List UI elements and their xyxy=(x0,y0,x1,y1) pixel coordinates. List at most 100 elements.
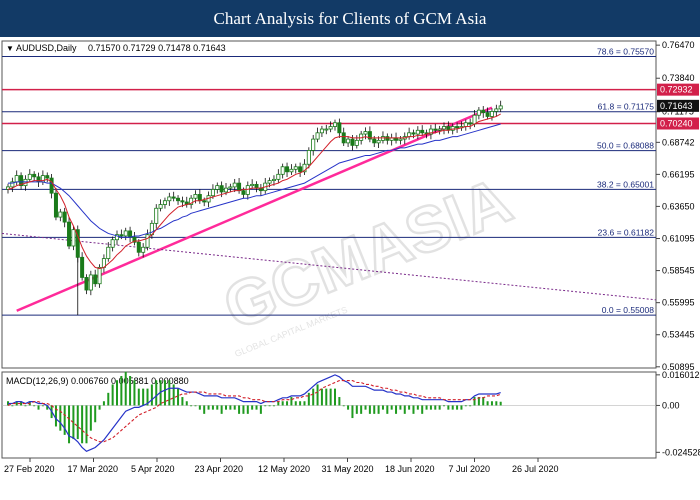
macd-histogram-bar xyxy=(408,405,411,410)
macd-histogram-bar xyxy=(129,376,132,406)
candle xyxy=(167,192,172,206)
macd-histogram-bar xyxy=(373,405,376,414)
macd-panel-frame xyxy=(1,371,657,459)
y-tick-label: 0.66195 xyxy=(662,169,695,179)
macd-signal-line xyxy=(7,380,501,443)
candle-body xyxy=(237,182,242,192)
candle-body xyxy=(189,197,194,205)
macd-histogram-bar xyxy=(272,405,275,407)
candle-body xyxy=(280,166,285,175)
candle xyxy=(489,108,494,121)
macd-histogram-bar xyxy=(486,401,489,406)
y-tick-label: 0.58545 xyxy=(662,266,695,276)
macd-histogram-bar xyxy=(303,401,306,406)
macd-histogram-bar xyxy=(238,405,241,414)
macd-histogram-bar xyxy=(334,388,336,406)
macd-histogram-bar xyxy=(233,405,236,410)
macd-histogram-bar xyxy=(294,401,297,406)
macd-histogram-bar xyxy=(20,401,23,406)
macd-histogram-bar xyxy=(133,380,136,406)
candle-body xyxy=(80,256,85,278)
symbol-marker-icon[interactable]: ▼ xyxy=(6,44,14,53)
y-tick-label: 0.73840 xyxy=(662,73,695,83)
candle xyxy=(215,182,220,194)
macd-histogram-bar xyxy=(456,405,459,410)
resistance-price-label-text: 0.72932 xyxy=(660,85,693,95)
macd-histogram-bar xyxy=(307,392,310,406)
macd-histogram-bar xyxy=(68,405,71,444)
candle-body xyxy=(19,175,24,187)
x-axis: 27 Feb 2020 17 Mar 2020 5 Apr 2020 23 Apr 2… xyxy=(4,458,559,474)
candle-body xyxy=(197,194,202,202)
candle xyxy=(324,124,329,135)
macd-histogram-bar xyxy=(399,405,402,410)
candle xyxy=(468,118,473,130)
candle-body xyxy=(376,139,381,144)
candle-body xyxy=(285,166,290,173)
candle xyxy=(132,232,137,246)
y-tick-label: 0.50895 xyxy=(662,362,695,372)
macd-y-tick-label: 0.016012 xyxy=(662,370,700,380)
candle-body xyxy=(324,128,329,131)
macd-histogram-bar xyxy=(37,405,40,410)
candle xyxy=(289,164,294,175)
candle-body xyxy=(215,185,220,190)
macd-histogram-bar xyxy=(172,384,175,406)
candle-body xyxy=(485,112,490,117)
candle-body xyxy=(306,150,311,165)
macd-histogram-bar xyxy=(142,388,145,406)
macd-histogram-bar xyxy=(116,380,118,406)
macd-histogram-bar xyxy=(286,401,289,406)
current-price-label: 0.71643 xyxy=(657,99,699,112)
candle xyxy=(441,122,446,135)
macd-histogram-bar xyxy=(451,405,454,410)
macd-histogram-bar xyxy=(312,388,315,406)
chart-symbol: AUDUSD,Daily xyxy=(16,43,77,53)
candle-body xyxy=(415,129,420,135)
fib-level-label: 78.6 = 0.75570 xyxy=(597,46,654,56)
candle-body xyxy=(350,138,355,146)
candle xyxy=(27,169,32,183)
fib-level-label: 61.8 = 0.71175 xyxy=(598,102,655,112)
macd-histogram-bar xyxy=(403,405,406,414)
candle xyxy=(302,159,307,175)
candle xyxy=(75,225,80,263)
candle xyxy=(415,126,420,140)
macd-histogram-bar xyxy=(255,405,258,410)
candle-body xyxy=(463,122,468,127)
candle-body xyxy=(433,128,438,131)
macd-histogram-bar xyxy=(477,397,480,406)
macd-histogram-bar xyxy=(111,384,114,406)
macd-histogram-bar xyxy=(412,405,415,414)
candle xyxy=(123,227,128,241)
candle-body xyxy=(302,163,307,173)
candle-body xyxy=(32,173,37,178)
candle-body xyxy=(271,178,276,182)
x-tick-label: 26 Jul 2020 xyxy=(512,464,559,474)
candle-body xyxy=(67,221,72,247)
candle xyxy=(428,124,433,140)
candle xyxy=(455,122,460,133)
macd-histogram-bar xyxy=(59,405,62,431)
macd-histogram-bar xyxy=(46,405,49,410)
candle xyxy=(210,184,215,199)
macd-histogram-bar xyxy=(177,388,180,406)
candle-body xyxy=(367,131,372,140)
candle-body xyxy=(441,126,446,130)
candle-body xyxy=(319,128,324,134)
candle-body xyxy=(210,189,215,197)
candle-body xyxy=(167,196,172,202)
macd-histogram-bar xyxy=(264,405,267,407)
macd-histogram-bar xyxy=(469,405,472,407)
macd-histogram-bar xyxy=(163,380,166,406)
y-tick-label: 0.63650 xyxy=(662,201,695,211)
macd-histogram-bar xyxy=(443,405,445,407)
candle xyxy=(328,121,333,133)
price-labels: 0.72932 0.70240 0.71643 xyxy=(657,83,699,130)
macd-histogram-bar xyxy=(15,401,18,406)
y-tick-label: 0.61095 xyxy=(662,234,695,244)
candle-body xyxy=(407,132,412,137)
candle xyxy=(53,188,58,221)
candle xyxy=(141,243,146,258)
candle xyxy=(32,171,37,181)
